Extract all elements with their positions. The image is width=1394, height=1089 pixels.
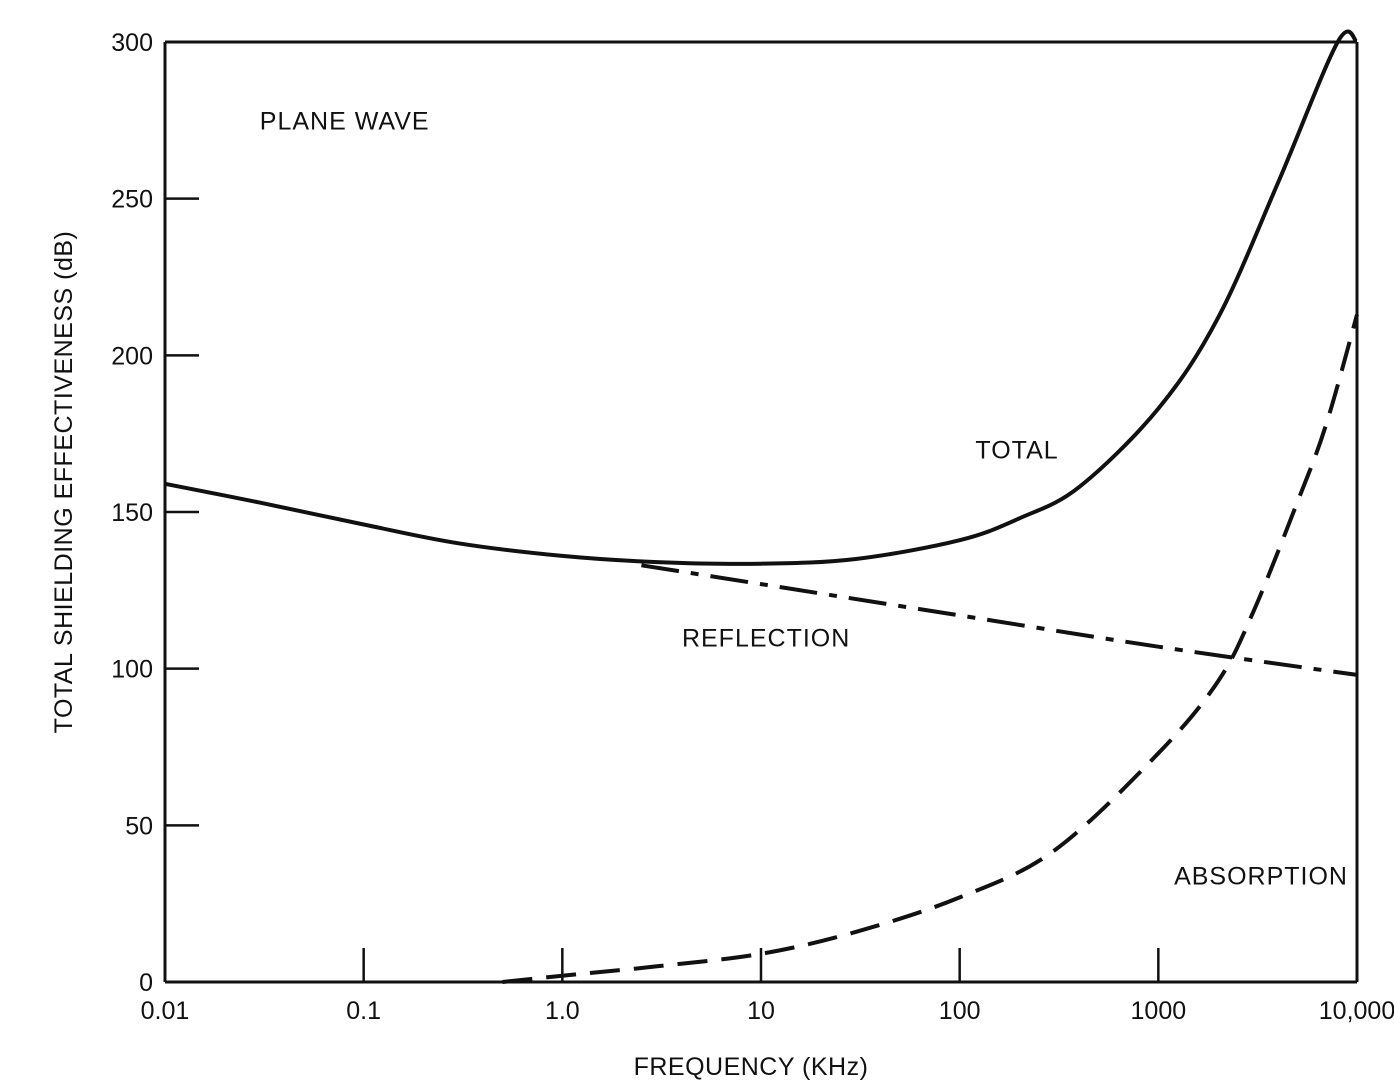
x-tick-label: 1.0 (545, 997, 580, 1025)
x-tick-label: 10 (747, 997, 775, 1025)
annotation-total: TOTAL (975, 436, 1058, 464)
series-total-line (164, 29, 1359, 566)
y-tick-label: 150 (111, 499, 153, 527)
y-tick-label: 250 (111, 186, 153, 214)
x-tick-label: 1000 (1131, 997, 1187, 1025)
y-axis-title: TOTAL SHIELDING EFFECTIVENESS (dB) (50, 231, 78, 734)
series-absorption-line (502, 314, 1359, 984)
axes-layer (163, 40, 1359, 984)
series-layer (164, 29, 1359, 984)
ticks-layer: 0 50 100 150 200 250 300 0.01 0.1 1.0 10 100 1000 10,… (111, 29, 1394, 1025)
y-tick-label: 100 (111, 656, 153, 684)
annotation-plane-wave: PLANE WAVE (260, 107, 430, 135)
annotation-absorption: ABSORPTION (1174, 862, 1348, 890)
series-reflection-line (641, 563, 1358, 677)
x-tick-label: 0.1 (346, 997, 381, 1025)
y-tick-label: 300 (111, 29, 153, 57)
x-tick-label: 0.01 (141, 997, 190, 1025)
y-tick-label: 50 (125, 812, 153, 840)
y-tick-label: 0 (139, 969, 153, 997)
x-tick-label: 10,000 (1319, 997, 1394, 1025)
x-tick-label: 100 (939, 997, 981, 1025)
y-tick-label: 200 (111, 342, 153, 370)
labels-layer: FREQUENCY (KHz) TOTAL SHIELDING EFFECTIVE… (50, 107, 1348, 1081)
x-axis-title: FREQUENCY (KHz) (634, 1053, 869, 1081)
annotation-reflection: REFLECTION (682, 624, 850, 652)
